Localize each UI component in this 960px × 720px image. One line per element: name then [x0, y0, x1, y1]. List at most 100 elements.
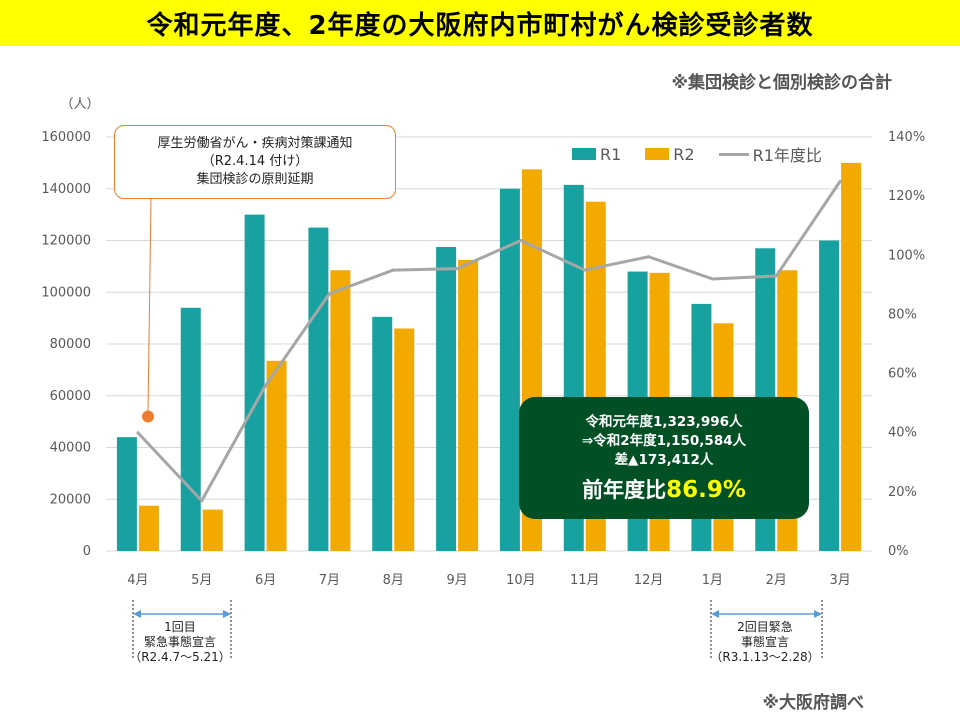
- summary-r1-total: 令和元年度1,323,996人: [585, 413, 743, 430]
- bar-r2: [330, 270, 351, 551]
- legend-swatch-ratio: [718, 152, 749, 156]
- period-2-arrow-head-right: [814, 610, 822, 618]
- y-tick-label: 80000: [50, 337, 91, 352]
- period-1-line-3: （R2.4.7～5.21）: [129, 650, 231, 664]
- ratio-point: [200, 499, 204, 503]
- y-tick-label: 140000: [41, 182, 91, 197]
- x-tick-label: 7月: [319, 573, 340, 588]
- summary-box: 令和元年度1,323,996人 ⇒令和2年度1,150,584人 差▲173,4…: [519, 397, 809, 519]
- period-2-arrow-head-left: [711, 610, 719, 618]
- ratio-line-series: [136, 179, 842, 503]
- x-tick-label: 1月: [702, 573, 723, 588]
- period-2-line-2: 事態宣言: [740, 635, 789, 649]
- y2-tick-label: 0%: [888, 544, 909, 559]
- summary-ratio: 前年度比86.9%: [582, 474, 746, 504]
- y2-tick-label: 40%: [888, 426, 917, 441]
- y-tick-label: 40000: [50, 441, 91, 456]
- callout-line-1: 厚生労働省がん・疾病対策課通知: [157, 136, 353, 151]
- legend-swatch-r1: [572, 148, 596, 160]
- x-tick-label: 12月: [634, 573, 664, 588]
- x-tick-label: 10月: [506, 573, 536, 588]
- callout-marker: [142, 410, 154, 423]
- legend-swatch-r2: [645, 148, 670, 160]
- bar-r2: [394, 328, 415, 551]
- ratio-point: [391, 268, 395, 272]
- axes: 0 20000 40000 60000 80000 100000 120000 140000 1…: [41, 97, 925, 588]
- y2-tick-label: 120%: [888, 189, 925, 204]
- period-1-arrow-head-left: [133, 610, 141, 618]
- summary-ratio-percent: 86.9%: [666, 476, 746, 503]
- bar-r2: [138, 505, 159, 551]
- legend-label-r2: R2: [673, 144, 695, 164]
- bar-r1: [436, 246, 457, 551]
- bar-r2: [266, 360, 287, 551]
- ratio-point: [838, 179, 842, 183]
- bar-r1: [308, 227, 329, 551]
- y2-tick-label: 20%: [888, 485, 917, 500]
- ratio-point: [647, 255, 651, 259]
- legend-label-ratio: R1年度比: [752, 146, 822, 165]
- y-axis-label: （人）: [60, 97, 99, 112]
- x-tick-label: 6月: [255, 573, 276, 588]
- bar-r2: [202, 509, 223, 551]
- summary-ratio-label: 前年度比: [582, 477, 667, 502]
- bar-r1: [372, 316, 393, 551]
- period-1-line-1: 1回目: [164, 620, 196, 634]
- bar-r2: [841, 162, 862, 551]
- summary-r2-total: ⇒令和2年度1,150,584人: [581, 432, 747, 449]
- callout-pointer: [147, 198, 152, 412]
- chart-subtitle: ※集団検診と個別検診の合計: [671, 73, 892, 93]
- legend-item-ratio: R1年度比: [718, 142, 822, 166]
- x-tick-label: 2月: [766, 573, 787, 588]
- y2-tick-label: 100%: [888, 248, 925, 263]
- bar-r1: [244, 214, 265, 551]
- ratio-point: [519, 239, 523, 242]
- period-1-arrow-head-right: [223, 610, 231, 618]
- gridlines: [106, 136, 872, 552]
- y2-tick-label: 80%: [888, 307, 917, 322]
- annotations: [132, 198, 823, 660]
- y-tick-label: 20000: [50, 492, 91, 507]
- source-note: ※大阪府調べ: [762, 693, 864, 713]
- chart-legend: R1 R2 R1年度比: [572, 142, 846, 166]
- bar-r1: [180, 307, 201, 551]
- y-tick-label: 0: [83, 544, 91, 559]
- ratio-point: [264, 383, 268, 387]
- bar-r1: [116, 437, 137, 551]
- x-tick-label: 11月: [570, 573, 600, 588]
- y2-tick-label: 140%: [888, 130, 925, 145]
- title-bar: 令和元年度、2年度の大阪府内市町村がん検診受診者数: [0, 0, 960, 46]
- page-title: 令和元年度、2年度の大阪府内市町村がん検診受診者数: [146, 10, 814, 41]
- callout-line-3: 集団検診の原則延期: [196, 172, 314, 187]
- x-tick-label: 9月: [446, 573, 467, 588]
- bar-r2: [458, 259, 479, 551]
- legend-label-r1: R1: [600, 144, 622, 164]
- x-tick-label: 4月: [127, 573, 148, 588]
- bar-r1: [819, 240, 840, 551]
- ratio-point: [774, 274, 778, 278]
- ratio-line: [136, 180, 842, 503]
- legend-item-r2: R2: [645, 144, 695, 164]
- ratio-point: [455, 267, 459, 271]
- period-label-2: 2回目緊急 事態宣言 （R3.1.13～2.28）: [700, 620, 830, 665]
- bar-r1: [499, 188, 520, 551]
- period-2-line-3: （R3.1.13～2.28）: [710, 650, 820, 664]
- x-tick-label: 3月: [829, 573, 850, 588]
- x-tick-label: 5月: [191, 573, 212, 588]
- summary-difference: 差▲173,412人: [614, 451, 714, 468]
- y-tick-label: 160000: [41, 130, 91, 145]
- period-2-line-1: 2回目緊急: [737, 620, 793, 634]
- ratio-point: [710, 277, 714, 281]
- notice-callout: 厚生労働省がん・疾病対策課通知 （R2.4.14 付け） 集団検診の原則延期: [114, 125, 396, 199]
- ratio-point: [136, 431, 140, 435]
- ratio-point: [583, 268, 587, 272]
- period-label-1: 1回目 緊急事態宣言 （R2.4.7～5.21）: [120, 620, 240, 665]
- y-tick-label: 100000: [41, 285, 91, 300]
- x-tick-label: 8月: [383, 573, 404, 588]
- callout-line-2: （R2.4.14 付け）: [201, 154, 309, 169]
- legend-item-r1: R1: [572, 145, 621, 164]
- ratio-point: [327, 292, 331, 296]
- y-tick-label: 60000: [50, 389, 91, 404]
- y-tick-label: 120000: [41, 234, 91, 249]
